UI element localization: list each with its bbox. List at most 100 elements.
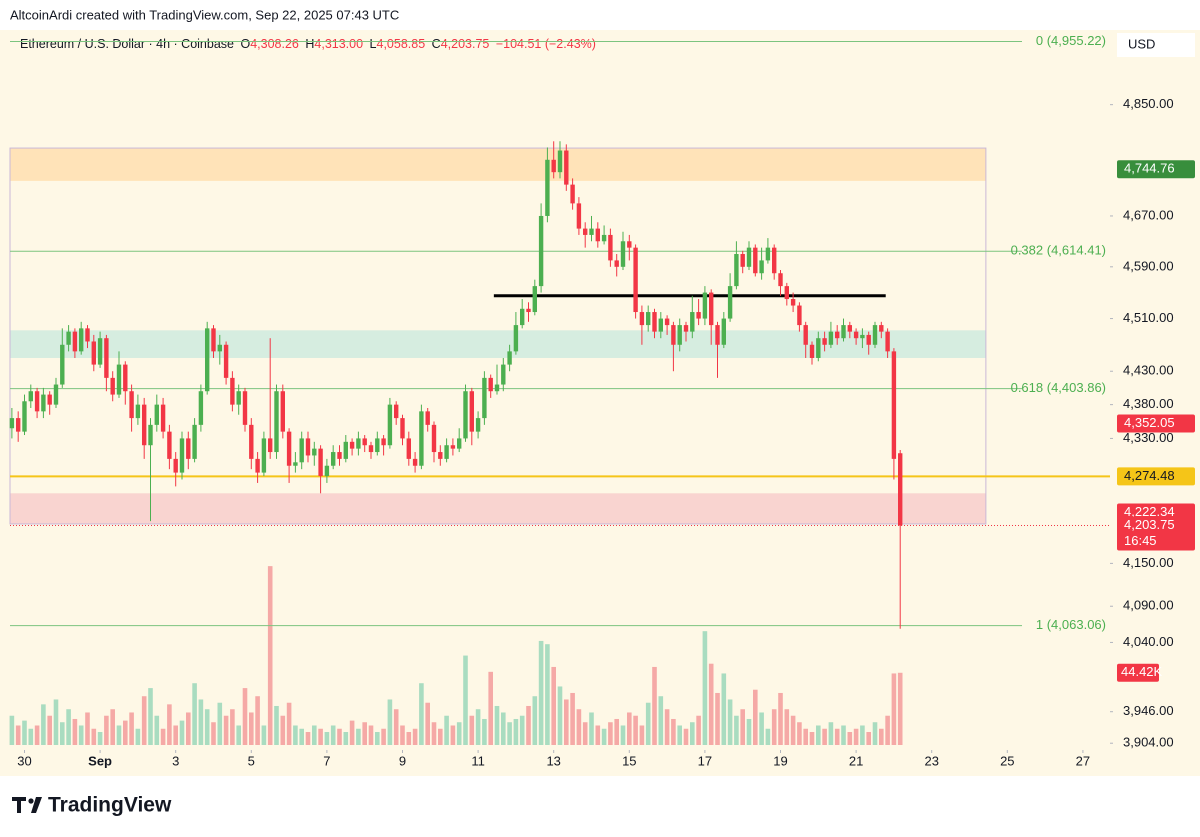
candle-body: [494, 384, 500, 392]
volume-bar: [198, 699, 204, 745]
volume-bar: [797, 722, 802, 745]
candle-body: [450, 445, 456, 449]
attribution: AltcoinArdi created with TradingView.com…: [10, 7, 399, 22]
candle-body: [545, 159, 550, 216]
volume-bar: [658, 696, 664, 745]
x-tick-label: 3: [172, 753, 179, 768]
candle-body: [696, 312, 701, 319]
y-tick-label: 4,330.00: [1123, 430, 1174, 445]
candle-body: [570, 184, 575, 204]
candle-body: [715, 325, 720, 345]
volume-bar: [702, 631, 708, 745]
x-tick-label: 23: [924, 753, 938, 768]
volume-bar: [872, 722, 878, 745]
volume-bar: [356, 728, 361, 745]
candle-body: [123, 364, 128, 392]
volume-bar: [526, 705, 531, 745]
volume-bar: [519, 715, 525, 745]
countdown: 16:45: [1124, 533, 1157, 548]
candle-body: [204, 328, 210, 392]
currency-box[interactable]: [1117, 33, 1195, 57]
x-tick-label: Sep: [88, 753, 112, 768]
volume-bar: [141, 696, 147, 745]
candle-body: [242, 391, 248, 425]
candle-body: [261, 438, 267, 473]
plot-background: [0, 30, 1200, 776]
candle-body: [286, 431, 292, 466]
volume-bar: [192, 683, 197, 745]
candle-body: [501, 364, 506, 385]
zone: [10, 493, 986, 524]
volume-bar: [620, 725, 626, 745]
candle-body: [860, 334, 865, 339]
y-tick-label: 4,040.00: [1123, 634, 1174, 649]
candle-body: [444, 445, 449, 459]
volume-bar: [627, 712, 632, 745]
candle-body: [28, 391, 33, 402]
candle-body: [690, 312, 695, 332]
volume-bar: [160, 728, 166, 745]
volume-bar: [299, 728, 304, 745]
candle-body: [406, 438, 411, 459]
volume-bar: [671, 718, 676, 745]
y-tick-label: 4,850.00: [1123, 96, 1174, 111]
x-tick-label: 17: [698, 753, 712, 768]
candle-body: [469, 391, 474, 432]
volume-bar: [614, 718, 620, 745]
candle-body: [614, 260, 619, 267]
candle-body: [583, 228, 588, 235]
candle-body: [652, 312, 657, 332]
candle-body: [872, 325, 878, 345]
volume-bar: [22, 720, 27, 745]
volume-bar: [204, 709, 210, 745]
candle-body: [173, 458, 178, 473]
candle-body: [765, 247, 771, 261]
volume-bar: [154, 715, 160, 745]
candle-body: [34, 391, 40, 412]
candle-body: [664, 318, 670, 326]
currency[interactable]: USD: [1128, 36, 1155, 51]
volume-bar: [771, 709, 777, 745]
candle-body: [519, 308, 525, 326]
volume-bar: [274, 705, 279, 745]
volume-bar: [72, 718, 78, 745]
volume-bar: [557, 686, 563, 745]
volume-bar: [488, 671, 493, 745]
candle-body: [759, 260, 764, 274]
candle-body: [362, 438, 367, 446]
legend-key: C: [432, 37, 441, 51]
candle-body: [293, 462, 298, 466]
volume-bar: [349, 720, 355, 745]
x-tick-label: 13: [546, 753, 560, 768]
candle-body: [305, 438, 311, 456]
legend-key: H: [305, 37, 314, 51]
volume-bar: [708, 663, 714, 745]
volume-bar: [59, 722, 65, 745]
volume-bar: [85, 712, 90, 745]
x-tick-label: 30: [17, 753, 31, 768]
price-tag: [1117, 467, 1195, 486]
candle-body: [412, 458, 418, 466]
volume-bar: [242, 688, 248, 745]
volume-bar: [293, 725, 298, 745]
candle-body: [116, 364, 122, 395]
candle-body: [211, 328, 216, 352]
brand-logo: [12, 797, 42, 813]
volume-bar: [677, 725, 683, 745]
fib-label: 1 (4,063.06): [1036, 617, 1106, 632]
volume-bar: [406, 731, 412, 745]
volume-bar: [564, 699, 569, 745]
x-tick-label: 19: [773, 753, 787, 768]
candle-body: [255, 458, 260, 473]
volume-bar: [608, 722, 613, 745]
legend-key: L: [370, 37, 377, 51]
volume-bar: [437, 728, 443, 745]
volume-bar: [816, 725, 821, 745]
candle-body: [299, 438, 304, 463]
volume-bar: [211, 722, 216, 745]
candle-body: [387, 404, 393, 446]
candle-body: [381, 438, 386, 446]
candle-body: [368, 445, 374, 453]
symbol: Ethereum / U.S. Dollar · 4h · Coinbase: [20, 37, 234, 51]
